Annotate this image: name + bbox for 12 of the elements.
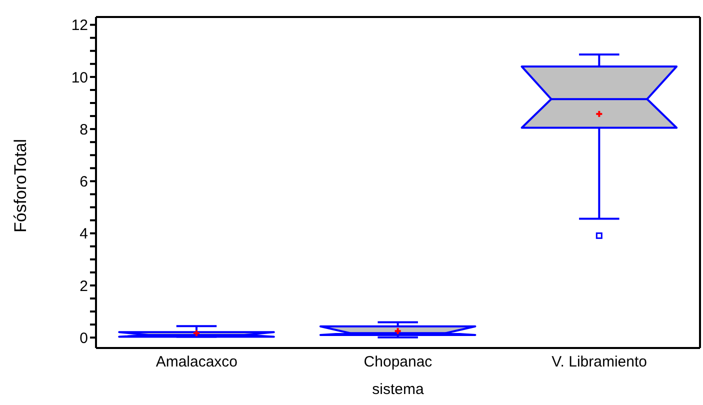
x-axis-title: sistema — [372, 381, 424, 398]
y-tick-label: 8 — [80, 121, 88, 138]
y-tick-label: 2 — [80, 278, 88, 295]
x-tick-label: V. Libramiento — [552, 354, 648, 371]
y-tick-label: 0 — [80, 330, 88, 347]
y-tick-label: 6 — [80, 174, 88, 191]
y-tick-label: 12 — [71, 17, 88, 34]
x-tick-label: Chopanac — [364, 354, 433, 371]
y-axis-title: FósforoTotal — [11, 138, 30, 232]
y-tick-label: 4 — [80, 226, 88, 243]
x-tick-label: Amalacaxco — [156, 354, 238, 371]
y-tick-label: 10 — [71, 69, 88, 86]
